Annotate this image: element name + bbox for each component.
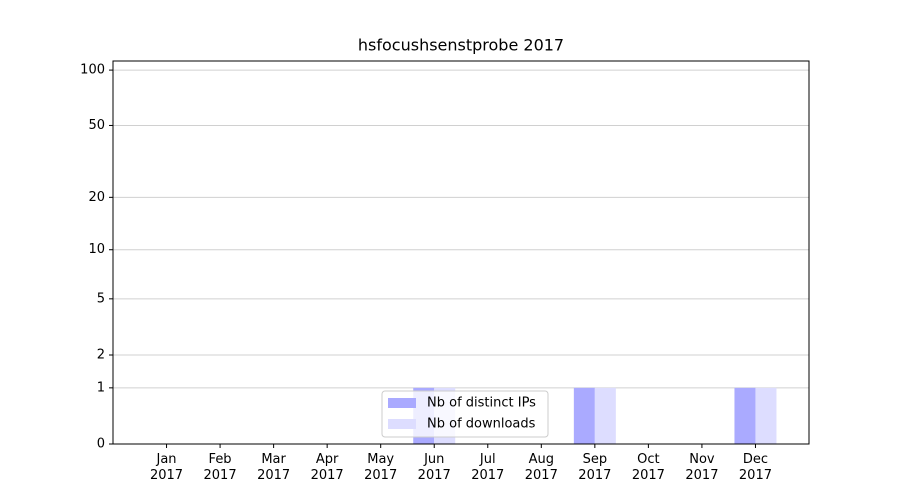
- y-tick-label: 10: [88, 242, 105, 257]
- x-tick-label: Oct 2017: [631, 452, 665, 483]
- y-tick-label: 50: [88, 118, 105, 133]
- x-tick-label: Mar 2017: [257, 452, 291, 483]
- x-tick-label: Jan 2017: [149, 452, 184, 483]
- legend-box: [381, 390, 549, 438]
- legend-swatch: [388, 419, 416, 429]
- x-tick-label: Jun 2017: [417, 452, 451, 483]
- legend-label: Nb of downloads: [427, 417, 536, 432]
- x-tick-label: Jul 2017: [471, 452, 505, 483]
- y-tick-label: 100: [80, 63, 105, 78]
- chart-title: hsfocushsenstprobe 2017: [358, 36, 564, 55]
- x-tick-label: Dec 2017: [738, 452, 772, 483]
- y-tick-label: 20: [88, 190, 105, 205]
- y-tick-label: 1: [97, 380, 105, 395]
- bar: [573, 387, 595, 444]
- y-tick-label: 0: [97, 437, 105, 452]
- bar: [594, 387, 616, 444]
- plot-frame: [112, 60, 810, 445]
- x-tick-label: Sep 2017: [578, 452, 612, 483]
- x-tick-label: Apr 2017: [310, 452, 344, 483]
- legend-swatch: [388, 398, 416, 408]
- y-tick-label: 2: [97, 347, 105, 362]
- x-tick-label: Aug 2017: [524, 452, 558, 483]
- legend: Nb of distinct IPs Nb of downloads: [381, 390, 549, 438]
- x-tick-label: Nov 2017: [685, 452, 719, 483]
- y-tick-label: 5: [97, 291, 105, 306]
- bar: [734, 387, 756, 444]
- bar: [755, 387, 777, 444]
- x-tick-label: Feb 2017: [203, 452, 237, 483]
- legend-label: Nb of distinct IPs: [427, 396, 536, 411]
- x-tick-label: May 2017: [364, 452, 398, 483]
